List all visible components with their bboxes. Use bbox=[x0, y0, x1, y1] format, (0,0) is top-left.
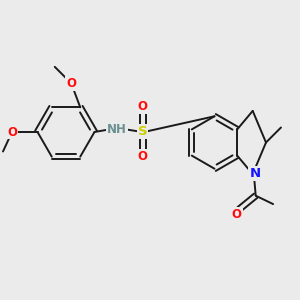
Text: O: O bbox=[137, 100, 148, 113]
Text: S: S bbox=[138, 125, 147, 138]
Text: O: O bbox=[232, 208, 242, 221]
Text: NH: NH bbox=[107, 122, 127, 136]
Text: O: O bbox=[66, 77, 76, 90]
Text: N: N bbox=[250, 167, 261, 180]
Text: O: O bbox=[137, 150, 148, 163]
Text: O: O bbox=[7, 125, 17, 139]
